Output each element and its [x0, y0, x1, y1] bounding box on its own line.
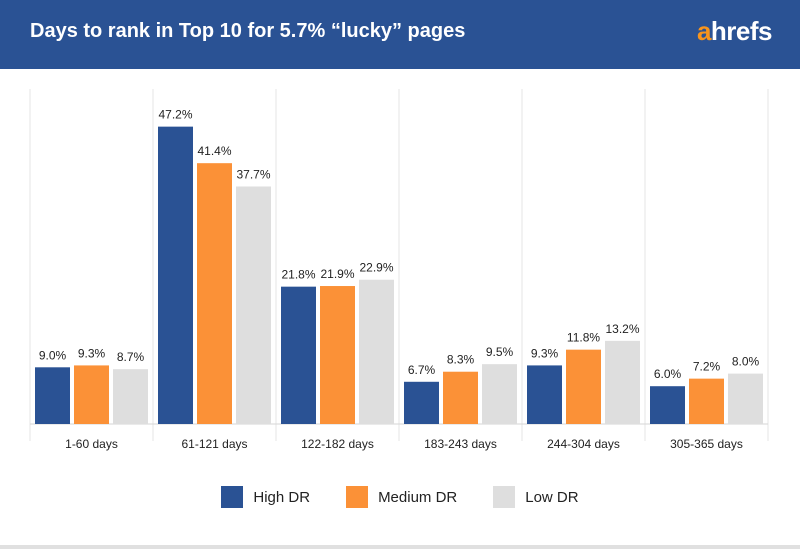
- bar-chart: 9.0% 9.3% 8.7% 1-60 days 47.2% 41.4% 37.7% 61-1…: [29, 89, 769, 451]
- bar-medium-dr: [197, 163, 232, 424]
- chart-legend: High DR Medium DR Low DR: [0, 486, 800, 508]
- bar-value-label: 9.0%: [39, 348, 67, 362]
- category-label: 305-365 days: [670, 437, 743, 451]
- bar-high-dr: [650, 386, 685, 424]
- bar-value-label: 6.7%: [408, 363, 436, 377]
- bar-low-dr: [728, 373, 763, 424]
- legend-item: Medium DR: [346, 486, 457, 508]
- bar-medium-dr: [74, 365, 109, 424]
- bar-medium-dr: [443, 371, 478, 424]
- category-label: 1-60 days: [65, 437, 118, 451]
- bar-low-dr: [605, 340, 640, 424]
- bar-high-dr: [527, 365, 562, 424]
- category-label: 244-304 days: [547, 437, 620, 451]
- bar-value-label: 11.8%: [567, 331, 600, 345]
- chart-header: Days to rank in Top 10 for 5.7% “lucky” …: [0, 0, 800, 69]
- bar-value-label: 9.5%: [486, 345, 514, 359]
- legend-label: Low DR: [525, 488, 579, 506]
- bar-medium-dr: [566, 349, 601, 424]
- bar-high-dr: [404, 381, 439, 424]
- bar-value-label: 7.2%: [693, 360, 721, 374]
- bar-medium-dr: [320, 286, 355, 424]
- bottom-divider: [0, 545, 800, 549]
- legend-label: High DR: [253, 488, 311, 506]
- legend-swatch: [493, 486, 516, 508]
- legend-swatch: [346, 486, 369, 508]
- bar-low-dr: [236, 186, 271, 424]
- bar-value-label: 8.0%: [732, 355, 760, 369]
- category-label: 122-182 days: [301, 437, 374, 451]
- bar-low-dr: [482, 364, 517, 424]
- legend-item: High DR: [221, 486, 310, 508]
- legend-swatch: [221, 486, 244, 508]
- bar-low-dr: [359, 279, 394, 424]
- bar-value-label: 9.3%: [531, 346, 559, 360]
- bar-high-dr: [158, 126, 193, 424]
- bar-value-label: 41.4%: [197, 144, 231, 158]
- bar-value-label: 8.3%: [447, 353, 475, 367]
- ahrefs-logo: ahrefs: [696, 16, 773, 47]
- bar-high-dr: [281, 286, 316, 424]
- bar-value-label: 37.7%: [236, 167, 270, 181]
- bar-value-label: 21.8%: [281, 268, 315, 282]
- bar-value-label: 6.0%: [654, 367, 682, 381]
- logo-accent-letter: a: [696, 16, 711, 46]
- bar-high-dr: [35, 367, 70, 424]
- bar-value-label: 8.7%: [117, 350, 145, 364]
- chart-title: Days to rank in Top 10 for 5.7% “lucky” …: [30, 20, 466, 42]
- bar-value-label: 21.9%: [320, 267, 354, 281]
- bar-value-label: 47.2%: [158, 108, 192, 122]
- category-label: 61-121 days: [181, 437, 247, 451]
- logo-text: hrefs: [710, 16, 773, 46]
- bar-medium-dr: [689, 378, 724, 424]
- bar-low-dr: [113, 369, 148, 424]
- category-label: 183-243 days: [424, 437, 497, 451]
- bar-value-label: 13.2%: [605, 322, 639, 336]
- bar-value-label: 22.9%: [359, 261, 393, 275]
- legend-item: Low DR: [493, 486, 579, 508]
- bar-value-label: 9.3%: [78, 346, 106, 360]
- legend-label: Medium DR: [378, 488, 458, 506]
